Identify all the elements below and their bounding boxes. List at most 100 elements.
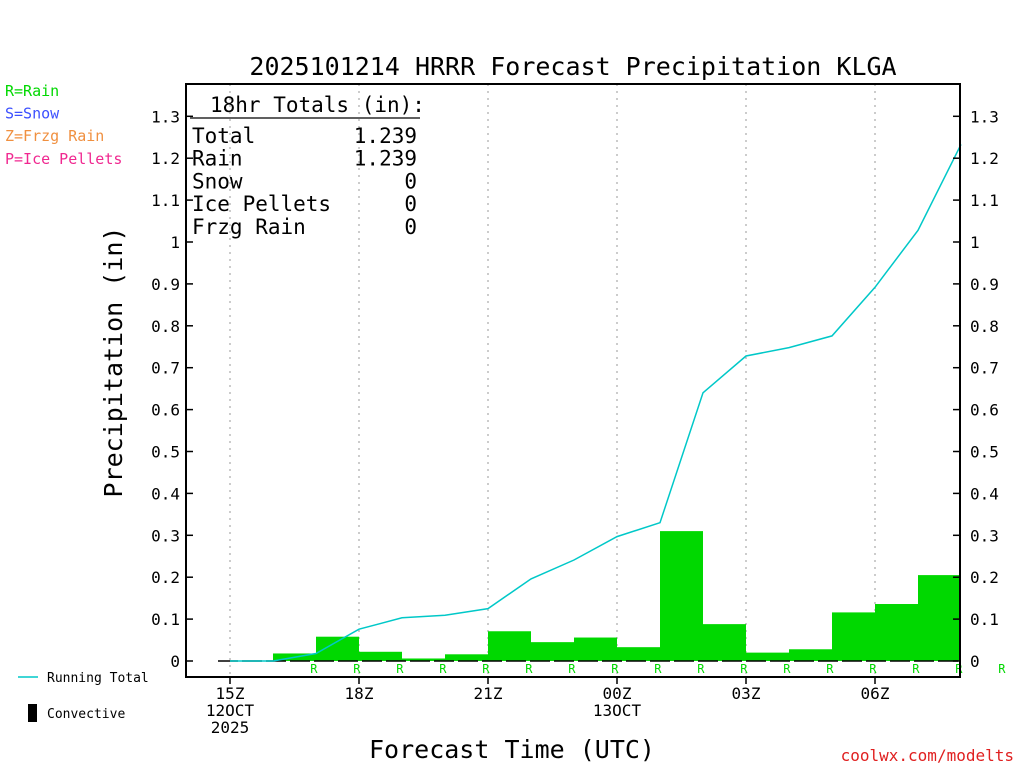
precip-type-label: R: [611, 662, 619, 676]
x-tick-label: 18Z: [345, 684, 374, 703]
x-tick-label: 00Z: [603, 684, 632, 703]
type-legend-item: Z=Frzg Rain: [5, 127, 104, 145]
y-tick-label: 1.2: [151, 149, 180, 168]
x-tick-label: 21Z: [474, 684, 503, 703]
precip-bar: [316, 636, 359, 661]
y-tick-label: 1.3: [970, 107, 999, 126]
totals-row-value: 1.239: [354, 147, 417, 171]
y-tick-label: 0.8: [151, 317, 180, 336]
precip-bar: [488, 631, 531, 661]
y-tick-label: 0.8: [970, 317, 999, 336]
y-tick-label: 0.3: [970, 526, 999, 545]
precip-bar: [445, 654, 488, 661]
type-legend-item: R=Rain: [5, 82, 59, 100]
y-tick-label: 1: [970, 233, 980, 252]
x-tick-label: 15Z: [216, 684, 245, 703]
y-axis-title: Precipitation (in): [99, 227, 128, 498]
y-tick-label: 0.1: [970, 610, 999, 629]
y-tick-label: 0.1: [151, 610, 180, 629]
totals-row-value: 0: [404, 169, 417, 193]
y-tick-label: 0.9: [151, 275, 180, 294]
bottom-legend: Running Total Convective: [18, 671, 149, 722]
y-tick-label: 0.2: [151, 568, 180, 587]
precip-bar: [660, 531, 703, 661]
y-tick-label: 0.7: [970, 359, 999, 378]
precip-bar: [703, 624, 746, 661]
precip-type-label: R: [998, 662, 1006, 676]
convective-swatch: [28, 704, 37, 722]
y-tick-label: 0.5: [151, 443, 180, 462]
totals-header: 18hr Totals (in):: [210, 93, 425, 117]
x-tick-label: 06Z: [861, 684, 890, 703]
precip-type-label: R: [654, 662, 662, 676]
totals-row-value: 0: [404, 215, 417, 239]
totals-row-value: 1.239: [354, 124, 417, 148]
y-tick-label: 0.4: [970, 484, 999, 503]
y-axis-right: 0 0.1 0.2 0.3 0.4 0.5 0.6 0.7 0.8 0.9 1 1.1 1.2 1.3: [953, 107, 999, 671]
totals-row-label: Snow: [192, 169, 243, 193]
chart-title: 2025101214 HRRR Forecast Precipitation K…: [249, 52, 896, 81]
y-tick-label: 0.2: [970, 568, 999, 587]
precip-type-label: R: [869, 662, 877, 676]
plot-frame: [185, 83, 961, 678]
y-tick-label: 0.9: [970, 275, 999, 294]
precip-type-label: R: [697, 662, 705, 676]
precip-type-label: R: [525, 662, 533, 676]
totals-row-value: 0: [404, 192, 417, 216]
y-tick-label: 0.6: [970, 401, 999, 420]
precip-type-label: R: [783, 662, 791, 676]
precip-type-legend: R=Rain S=Snow Z=Frzg Rain P=Ice Pellets: [5, 82, 122, 168]
y-tick-label: 1.3: [151, 107, 180, 126]
running-total-line: [230, 144, 962, 662]
precip-bars: [218, 531, 960, 662]
running-total-layer: [230, 144, 962, 662]
y-axis-left: 0 0.1 0.2 0.3 0.4 0.5 0.6 0.7 0.8 0.9 1 1.1 1.2 1.3: [151, 107, 193, 671]
precip-bar: [574, 637, 617, 661]
totals-row-label: Total: [192, 124, 255, 148]
totals-row-label: Frzg Rain: [192, 215, 306, 239]
vertical-grid: [229, 84, 876, 677]
precip-type-label: R: [482, 662, 490, 676]
precip-type-label: R: [396, 662, 404, 676]
y-tick-label: 0: [970, 652, 980, 671]
precip-bar: [531, 642, 574, 661]
y-tick-label: 0.3: [151, 526, 180, 545]
running-total-legend-label: Running Total: [47, 671, 149, 686]
precip-type-label: R: [912, 662, 920, 676]
precip-bar: [875, 604, 918, 661]
precip-type-label: R: [826, 662, 834, 676]
precip-bar: [617, 647, 660, 661]
precip-bar: [746, 652, 789, 661]
y-tick-label: 1.2: [970, 149, 999, 168]
x-axis-title: Forecast Time (UTC): [369, 735, 655, 764]
precip-type-label: R: [740, 662, 748, 676]
credit-text: coolwx.com/modelts: [841, 746, 1014, 765]
convective-legend-label: Convective: [47, 707, 125, 722]
y-tick-label: 0: [170, 652, 180, 671]
precip-bar: [359, 651, 402, 661]
x-tick-label: 03Z: [732, 684, 761, 703]
precip-bar: [832, 612, 875, 661]
y-tick-label: 0.7: [151, 359, 180, 378]
precip-type-label: R: [310, 662, 318, 676]
type-legend-item: S=Snow: [5, 105, 60, 123]
y-tick-label: 1.1: [151, 191, 180, 210]
totals-row-label: Ice Pellets: [192, 192, 331, 216]
y-tick-label: 0.5: [970, 443, 999, 462]
totals-box: 18hr Totals (in): Total 1.239 Rain 1.239 Sno…: [190, 93, 425, 239]
y-tick-label: 1: [170, 233, 180, 252]
precip-bar: [789, 649, 832, 661]
precip-type-label: R: [568, 662, 576, 676]
y-tick-label: 0.4: [151, 484, 180, 503]
totals-row-label: Rain: [192, 147, 243, 171]
precip-bar: [918, 575, 960, 661]
y-tick-label: 1.1: [970, 191, 999, 210]
precip-bar: [402, 658, 445, 661]
x-tick-label: 13OCT: [593, 701, 642, 720]
x-tick-label: 12OCT: [206, 701, 255, 720]
precip-type-label: R: [353, 662, 361, 676]
precip-type-label: R: [439, 662, 447, 676]
